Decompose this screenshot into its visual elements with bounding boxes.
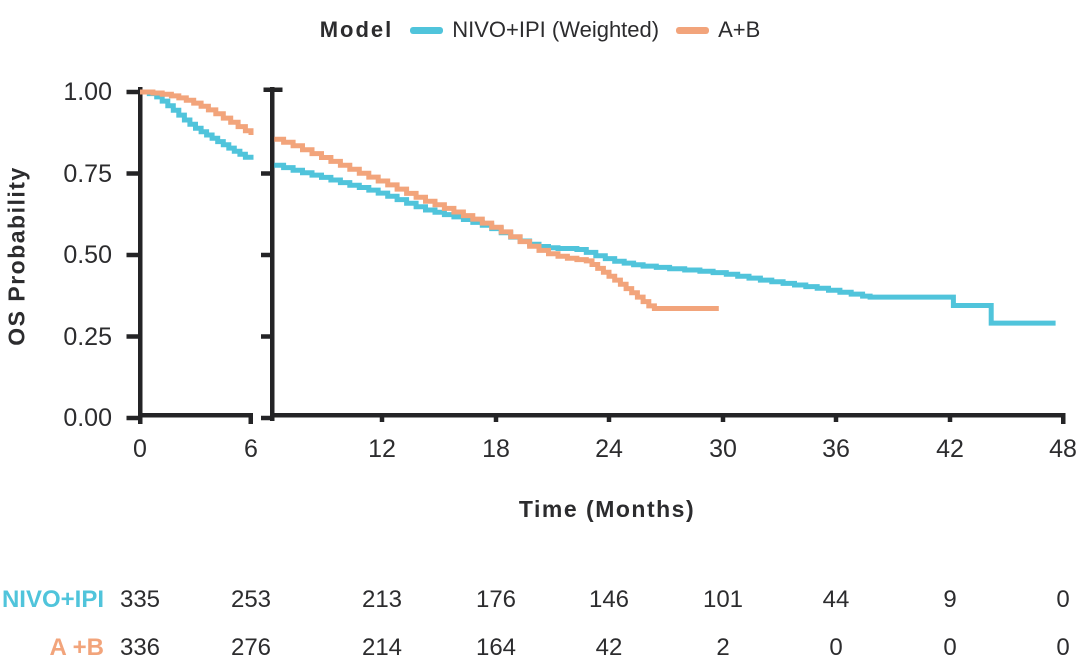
y-tick-label: 0.75 — [63, 159, 112, 188]
y-tick-label: 0.00 — [63, 404, 112, 432]
y-tick-label: 0.25 — [63, 322, 112, 351]
y-axis-tick-0.25 — [126, 334, 139, 339]
legend-label-a-b: A+B — [718, 17, 761, 42]
risk-value: 9 — [943, 586, 957, 613]
y-axis-line-panel2 — [270, 87, 275, 421]
x-axis-tick-42 — [947, 415, 953, 422]
risk-value: 164 — [475, 634, 517, 661]
x-axis-title: Time (Months) — [518, 496, 696, 522]
risk-row-label-nivo-ipi: NIVO+IPI — [1, 586, 104, 613]
km-curve-a-b-panel1 — [140, 89, 254, 135]
risk-value: 44 — [822, 586, 850, 613]
risk-value: 213 — [361, 586, 403, 613]
y-axis-line-panel1 — [138, 87, 143, 417]
x-axis-tick-36 — [833, 415, 839, 422]
chart-legend: Model NIVO+IPI (Weighted) A+B — [0, 17, 1080, 43]
legend-title: Model — [319, 17, 394, 42]
km-curve-nivo-ipi-panel2 — [274, 162, 1056, 326]
x-axis-line-panel2 — [270, 413, 1066, 418]
km-curve-a-b-panel2 — [274, 136, 719, 311]
y-axis-tick-panel2-0.75 — [261, 171, 271, 176]
x-tick-label: 6 — [244, 435, 258, 463]
y-axis-tick-panel2-0.00 — [261, 415, 271, 421]
x-tick-label: 36 — [822, 435, 850, 463]
risk-value: 276 — [230, 634, 272, 661]
y-axis-tick-panel2-0.25 — [261, 334, 271, 339]
x-axis-tick-30 — [720, 415, 726, 422]
x-tick-label: 0 — [133, 435, 147, 463]
legend-swatch-nivo-ipi-icon — [410, 26, 444, 34]
risk-value: 0 — [1056, 634, 1070, 661]
risk-value: 0 — [943, 634, 957, 661]
risk-value: 0 — [829, 634, 843, 661]
risk-value: 42 — [595, 634, 623, 661]
y-axis-tick-1.00 — [126, 89, 139, 95]
y-axis-tick-panel2-0.50 — [261, 252, 271, 258]
y-tick-label: 1.00 — [63, 78, 112, 106]
x-axis-tick-48 — [1061, 413, 1066, 424]
risk-value: 2 — [716, 634, 730, 661]
x-tick-label: 18 — [482, 435, 510, 463]
risk-value: 214 — [361, 634, 403, 661]
y-axis-tick-panel2-1.00 — [263, 87, 283, 92]
risk-value: 176 — [475, 586, 517, 613]
y-axis-tick-0.75 — [126, 171, 139, 176]
y-axis-tick-0.50 — [126, 252, 139, 258]
risk-value: 146 — [588, 586, 630, 613]
risk-value: 335 — [119, 586, 161, 613]
legend-item-nivo-ipi: NIVO+IPI (Weighted) — [410, 17, 659, 43]
x-axis-tick-12 — [379, 415, 385, 422]
x-tick-label: 48 — [1049, 435, 1077, 463]
x-axis-tick-24 — [606, 415, 612, 422]
risk-value: 0 — [1056, 586, 1070, 613]
x-axis-tick-0 — [138, 413, 143, 424]
x-tick-label: 24 — [595, 435, 623, 463]
legend-item-a-b: A+B — [676, 17, 760, 43]
risk-value: 336 — [119, 634, 161, 661]
x-axis-tick-18 — [493, 415, 499, 422]
x-tick-label: 42 — [936, 435, 964, 463]
x-tick-label: 30 — [709, 435, 737, 463]
y-tick-label: 0.50 — [63, 241, 112, 269]
legend-swatch-a-b-icon — [676, 26, 710, 34]
risk-row-label-a-b: A +B — [49, 634, 104, 661]
x-axis-tick-6 — [248, 413, 253, 424]
y-axis-tick-0.00 — [126, 415, 139, 421]
risk-value: 101 — [702, 586, 744, 613]
x-tick-label: 12 — [368, 435, 396, 463]
x-axis-line-panel1 — [138, 413, 253, 418]
risk-value: 253 — [230, 586, 272, 613]
km-curve-nivo-ipi-panel1 — [140, 89, 254, 160]
legend-label-nivo-ipi: NIVO+IPI (Weighted) — [452, 17, 660, 42]
